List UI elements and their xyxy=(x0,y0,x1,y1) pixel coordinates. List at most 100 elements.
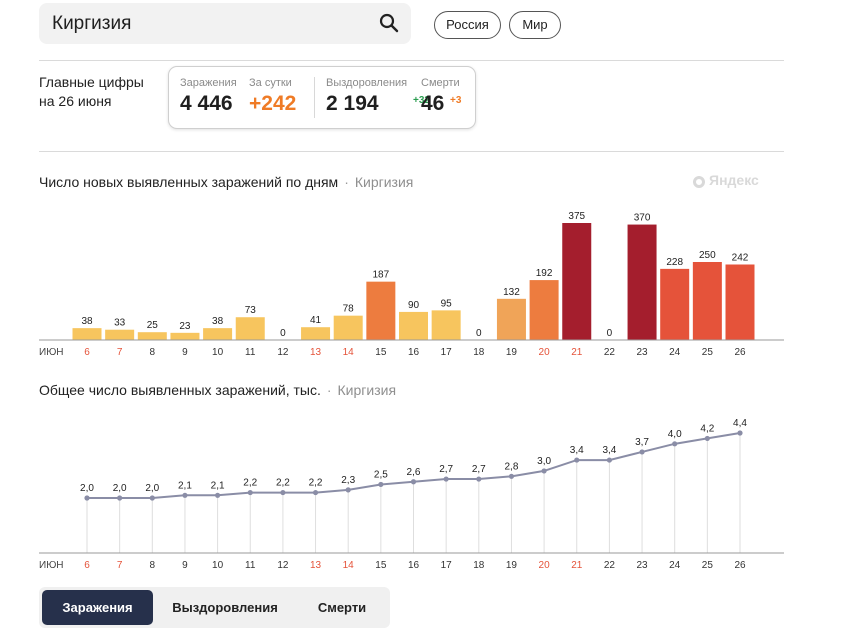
point-value-label: 2,2 xyxy=(309,478,323,489)
line-chart-month-label: ИЮН xyxy=(39,560,64,571)
point-value-label: 4,0 xyxy=(668,429,682,440)
bar xyxy=(692,262,722,340)
data-point xyxy=(84,495,90,501)
world-button[interactable]: Мир xyxy=(509,11,561,39)
bar-value-label: 41 xyxy=(310,315,322,326)
bar-value-label: 0 xyxy=(476,328,482,339)
bar xyxy=(399,311,428,340)
data-point xyxy=(215,492,221,498)
recovered-label: Выздоровления xyxy=(326,77,408,89)
line-chart-x-tick-label: 6 xyxy=(84,560,90,571)
search-icon[interactable] xyxy=(379,13,399,33)
bar xyxy=(333,315,363,340)
bar-value-label: 23 xyxy=(179,321,191,332)
point-value-label: 2,3 xyxy=(341,475,355,486)
tab-recoveries[interactable]: Выздоровления xyxy=(172,600,278,615)
bar-chart-x-tick-label: 20 xyxy=(539,347,551,358)
bar-chart-x-tick-label: 13 xyxy=(310,347,322,358)
line-chart-x-tick-label: 11 xyxy=(245,560,256,571)
bar-chart-x-tick-label: 19 xyxy=(506,347,518,358)
point-value-label: 2,6 xyxy=(407,467,421,478)
tab-infections[interactable]: Заражения xyxy=(42,590,153,625)
bar-chart-x-tick-label: 11 xyxy=(245,347,256,358)
line-chart-title-text: Общее число выявленных заражений, тыс. xyxy=(39,382,321,398)
bar-value-label: 38 xyxy=(81,316,93,327)
line-chart-x-tick-label: 26 xyxy=(734,560,746,571)
search-input[interactable]: Киргизия xyxy=(52,13,132,34)
data-point xyxy=(541,468,547,474)
point-value-label: 3,7 xyxy=(635,437,649,448)
line-chart-x-tick-label: 13 xyxy=(310,560,322,571)
data-point xyxy=(508,473,515,479)
bar-value-label: 250 xyxy=(699,250,716,261)
point-value-label: 2,5 xyxy=(374,469,388,480)
search-box[interactable]: Киргизия xyxy=(39,3,411,44)
data-point xyxy=(280,489,286,496)
line-chart-x-tick-label: 22 xyxy=(604,560,616,571)
line-chart-x-tick-label: 14 xyxy=(343,560,355,571)
title-separator-dot: · xyxy=(344,174,349,190)
data-point xyxy=(476,476,482,482)
line-chart-x-tick-label: 9 xyxy=(182,560,188,571)
line-chart: 2,0 2,0 2,0 2,1 2,1 2,2 2,2 2,2 2,3 2,5 2,6 2,7 2,7 2… xyxy=(39,418,784,571)
line-chart-x-tick-label: 25 xyxy=(702,560,714,571)
bar-chart-x-tick-label: 26 xyxy=(734,347,746,358)
bar-chart-title-text: Число новых выявленных заражений по дням xyxy=(39,174,339,190)
line-chart-x-tick-label: 15 xyxy=(375,560,387,571)
bar xyxy=(431,310,461,340)
bar-chart-x-tick-label: 10 xyxy=(212,347,224,358)
data-point xyxy=(672,441,678,447)
divider xyxy=(39,151,784,152)
recovered-value: 2 194 xyxy=(326,92,379,115)
bar-chart-title: Число новых выявленных заражений по дням… xyxy=(39,174,413,190)
bar-value-label: 242 xyxy=(732,252,749,263)
bar-value-label: 370 xyxy=(634,213,651,224)
line-chart-x-tick-label: 10 xyxy=(212,560,224,571)
bar xyxy=(301,327,331,340)
line-chart-x-tick-label: 24 xyxy=(669,560,681,571)
bar-value-label: 228 xyxy=(666,257,683,268)
point-value-label: 2,0 xyxy=(80,483,94,494)
bar-chart-x-tick-label: 25 xyxy=(702,347,714,358)
bar-chart-x-tick-label: 9 xyxy=(182,347,188,358)
bar xyxy=(137,332,167,340)
deaths-label: Смерти xyxy=(421,77,460,89)
russia-button[interactable]: Россия xyxy=(434,11,501,39)
data-point xyxy=(410,479,417,485)
point-value-label: 3,0 xyxy=(537,456,551,467)
bar-value-label: 38 xyxy=(212,316,224,327)
line-chart-x-tick-label: 23 xyxy=(636,560,648,571)
data-point xyxy=(639,449,645,455)
line-chart-x-tick-label: 18 xyxy=(473,560,485,571)
bar xyxy=(235,317,265,340)
data-point xyxy=(247,489,253,496)
infected-label: Заражения xyxy=(180,77,237,89)
line-chart-x-tick-label: 16 xyxy=(408,560,420,571)
bar xyxy=(496,298,526,340)
bar-value-label: 33 xyxy=(114,318,126,329)
data-point xyxy=(606,457,613,463)
line-chart-title: Общее число выявленных заражений, тыс. · К… xyxy=(39,382,396,398)
bar-value-label: 0 xyxy=(280,328,286,339)
bar-chart-x-tick-label: 18 xyxy=(473,347,485,358)
bar-value-label: 73 xyxy=(245,305,257,316)
point-value-label: 3,4 xyxy=(602,445,616,456)
bar-value-label: 25 xyxy=(147,320,159,331)
line-chart-x-tick-label: 19 xyxy=(506,560,518,571)
daily-value: +242 xyxy=(249,92,297,115)
bar-value-label: 0 xyxy=(607,328,613,339)
bar-chart-x-tick-label: 7 xyxy=(117,347,123,358)
bar-chart-x-tick-label: 14 xyxy=(343,347,355,358)
bar-chart-x-tick-label: 16 xyxy=(408,347,420,358)
point-value-label: 2,1 xyxy=(178,480,192,491)
bar-value-label: 192 xyxy=(536,268,553,279)
tab-deaths[interactable]: Смерти xyxy=(317,600,367,615)
point-value-label: 2,0 xyxy=(113,483,127,494)
data-point xyxy=(117,495,123,501)
summary-label-title: Главные цифры xyxy=(39,74,144,90)
point-value-label: 2,0 xyxy=(145,483,159,494)
bar-chart-region: Киргизия xyxy=(354,174,414,190)
data-point xyxy=(443,476,449,482)
point-value-label: 2,7 xyxy=(472,464,486,475)
line-chart-region: Киргизия xyxy=(337,382,397,398)
